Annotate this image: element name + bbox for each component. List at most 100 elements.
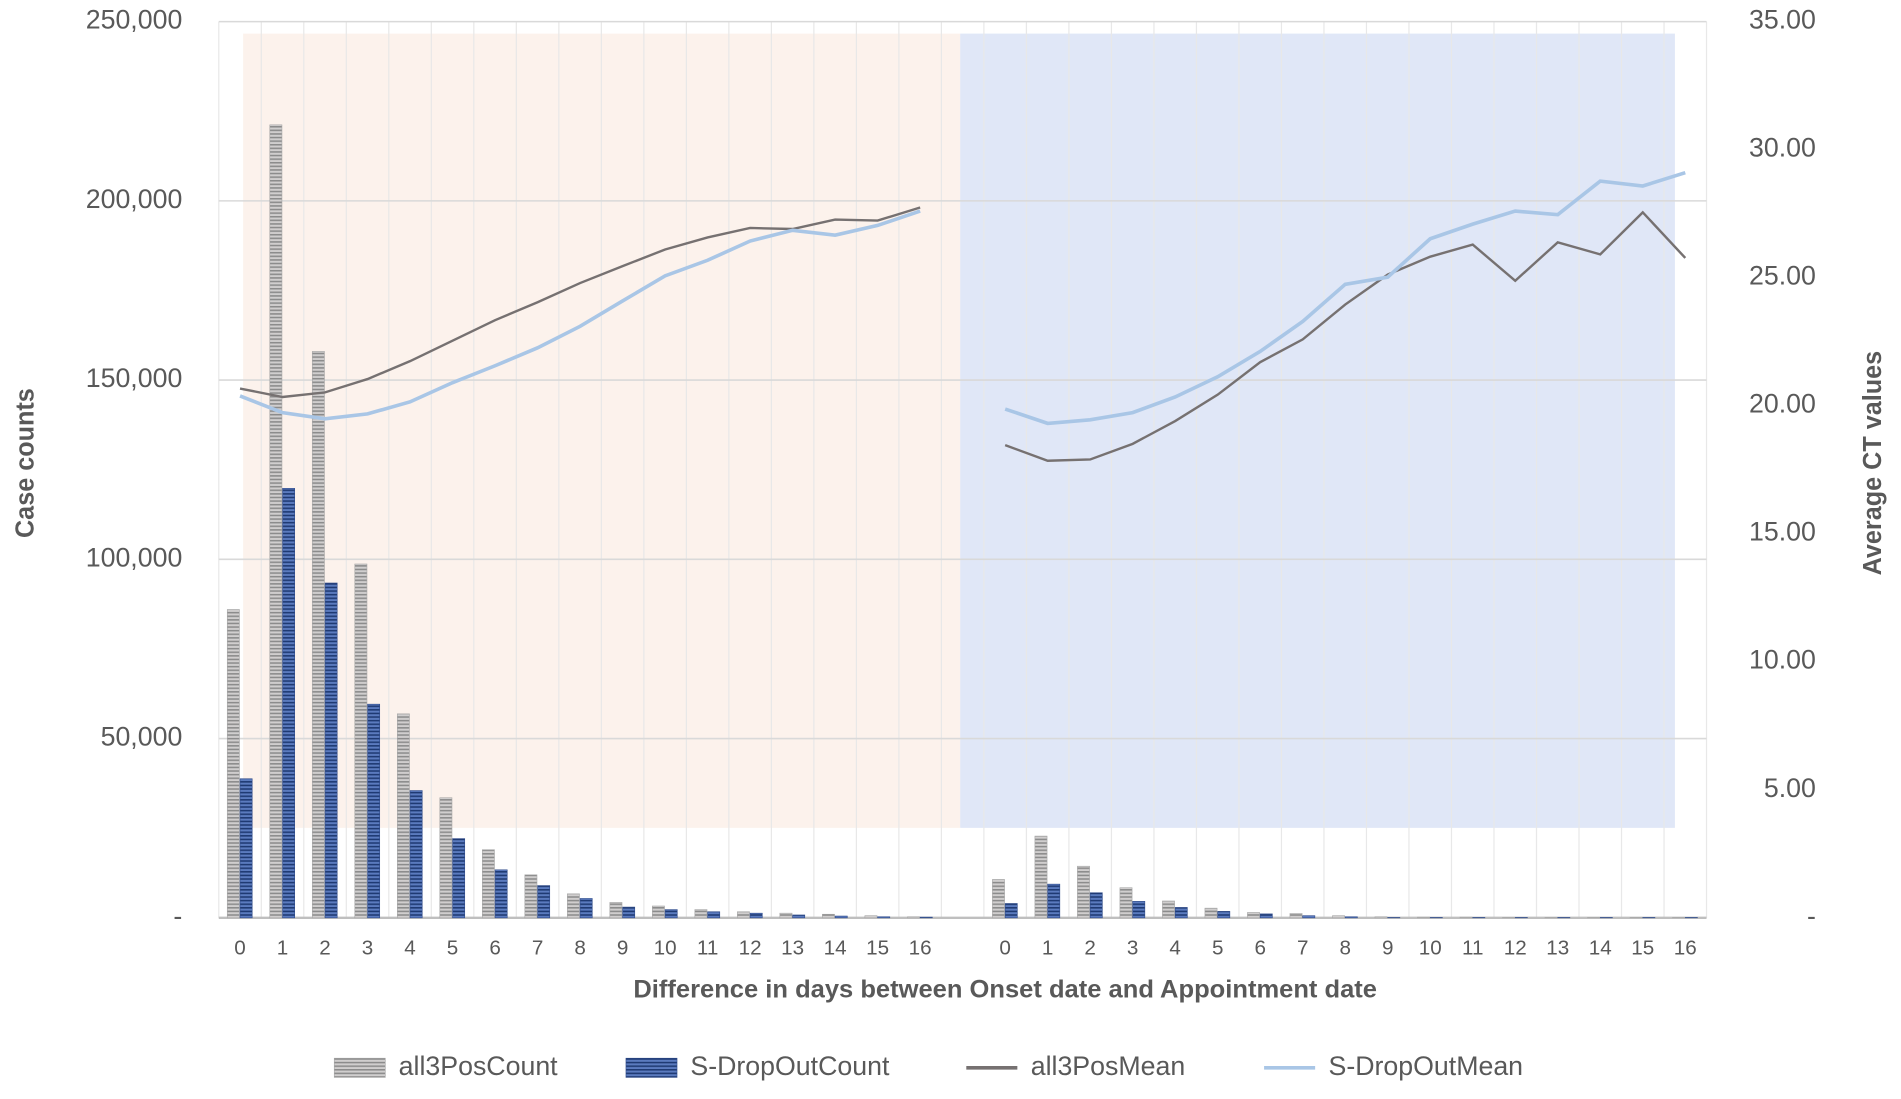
bar — [1289, 913, 1303, 919]
y-tick-label: 150,000 — [86, 363, 183, 393]
bar — [482, 849, 495, 919]
x-tick-label: 16 — [909, 937, 932, 960]
bar — [822, 913, 835, 919]
bar — [282, 488, 296, 919]
bar — [367, 703, 381, 919]
bar — [737, 911, 750, 919]
bar — [877, 916, 891, 919]
x-tick-label: 5 — [1212, 937, 1223, 960]
bar — [1332, 915, 1345, 919]
x-tick-label: 9 — [1382, 937, 1393, 960]
bar — [1132, 901, 1146, 919]
x-tick-label: 9 — [617, 937, 628, 960]
legend-swatch — [625, 1057, 678, 1078]
bar — [567, 893, 580, 919]
x-tick-label: 8 — [574, 937, 585, 960]
x-tick-label: 0 — [234, 937, 245, 960]
bar — [1204, 907, 1218, 919]
bar — [992, 879, 1005, 919]
y2-tick-label: 30.00 — [1749, 133, 1816, 163]
y2-tick-label: 20.00 — [1749, 389, 1816, 419]
bar — [779, 912, 793, 919]
bar — [1119, 887, 1133, 919]
x-tick-label: 4 — [404, 937, 415, 960]
line — [239, 170, 1686, 426]
x-tick-label: 12 — [1504, 937, 1527, 960]
bar — [324, 582, 338, 919]
bar — [439, 797, 453, 919]
y2-tick-label: - — [1807, 901, 1816, 931]
bar — [1459, 916, 1473, 919]
y2-tick-label: 10.00 — [1749, 645, 1816, 675]
bar — [396, 713, 410, 919]
bar — [907, 916, 920, 919]
bar — [622, 906, 636, 919]
bar — [269, 124, 283, 919]
y2-tick-label: 5.00 — [1764, 773, 1816, 803]
bar — [1089, 892, 1103, 919]
x-tick-label: 0 — [999, 937, 1010, 960]
bar — [354, 563, 368, 919]
legend-swatch — [333, 1057, 386, 1078]
x-tick-label: 11 — [1462, 937, 1483, 960]
bar — [749, 912, 763, 919]
y2-tick-label: 15.00 — [1749, 517, 1816, 547]
bar — [664, 909, 678, 919]
bar — [1077, 865, 1090, 919]
bar — [1344, 916, 1358, 919]
x-tick-label: 15 — [866, 937, 889, 960]
bar — [1302, 915, 1316, 919]
x-tick-label: 6 — [489, 937, 500, 960]
x-tick-label: 14 — [824, 937, 847, 960]
x-tick-label: 15 — [1631, 937, 1654, 960]
x-tick-label: 7 — [532, 937, 543, 960]
bar — [1217, 911, 1231, 919]
x-tick-label: 4 — [1169, 937, 1180, 960]
bar — [1047, 883, 1061, 919]
legend-label: all3PosCount — [399, 1051, 559, 1081]
bar — [1174, 907, 1188, 919]
x-tick-label: 10 — [1419, 937, 1442, 960]
y2-axis-title: Average CT values — [1859, 351, 1887, 576]
x-tick-label: 2 — [319, 937, 330, 960]
bar — [694, 909, 708, 919]
bar — [1374, 916, 1388, 919]
x-tick-label: 14 — [1589, 937, 1612, 960]
x-tick-label: 13 — [1546, 937, 1569, 960]
y-tick-label: 200,000 — [86, 184, 183, 214]
legend-label: S-DropOutMean — [1329, 1051, 1524, 1081]
x-tick-label: 3 — [1127, 937, 1138, 960]
bar — [311, 351, 325, 919]
bar — [239, 778, 253, 919]
bar — [537, 885, 551, 919]
y-tick-label: 250,000 — [86, 5, 183, 35]
bar — [1247, 912, 1260, 919]
x-tick-label: 12 — [739, 937, 762, 960]
bar — [524, 874, 538, 919]
y-tick-label: - — [173, 901, 182, 931]
x-tick-label: 1 — [277, 937, 288, 960]
bar — [919, 916, 933, 919]
x-tick-label: 13 — [781, 937, 804, 960]
bar — [1417, 916, 1430, 919]
x-tick-label: 8 — [1339, 937, 1350, 960]
bar — [1259, 913, 1273, 919]
x-tick-label: 1 — [1042, 937, 1053, 960]
y-tick-label: 100,000 — [86, 542, 183, 572]
bar — [834, 915, 848, 919]
bar — [579, 898, 593, 919]
y2-tick-label: 35.00 — [1749, 5, 1816, 35]
x-tick-label: 7 — [1297, 937, 1308, 960]
bar — [494, 869, 508, 919]
x-tick-label: 6 — [1254, 937, 1265, 960]
bar — [452, 838, 466, 919]
x-tick-label: 5 — [447, 937, 458, 960]
bar — [864, 915, 878, 919]
bar — [226, 609, 240, 919]
line — [239, 206, 1687, 462]
x-axis-title: Difference in days between Onset date an… — [633, 976, 1377, 1004]
x-tick-label: 16 — [1674, 937, 1697, 960]
legend-label: all3PosMean — [1031, 1051, 1185, 1081]
bar — [1162, 900, 1175, 919]
